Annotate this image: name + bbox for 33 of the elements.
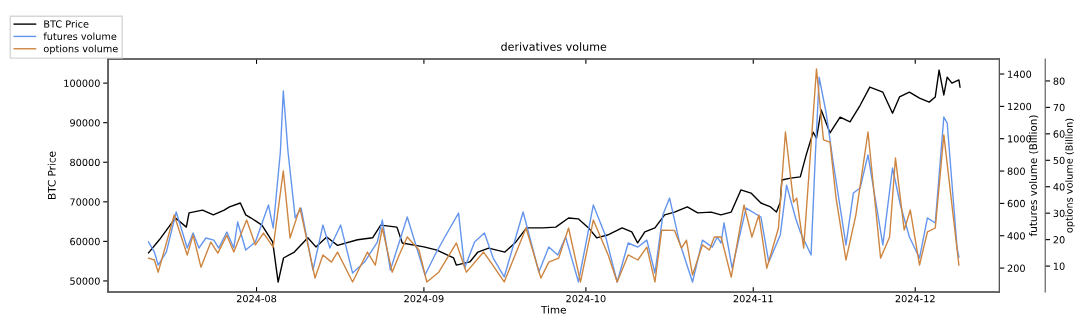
y2-tick-label: 400 bbox=[1007, 232, 1025, 240]
legend-label: options volume bbox=[43, 44, 118, 55]
y2-tick-label: 800 bbox=[1007, 167, 1025, 175]
y-tick-label: 100000 bbox=[64, 79, 100, 87]
y-tick-label: 70000 bbox=[70, 198, 100, 206]
y3-tick-label: 10 bbox=[1053, 262, 1065, 270]
y2-tick-label: 600 bbox=[1007, 199, 1025, 208]
x-tick-label: 2024-10 bbox=[566, 294, 606, 303]
x-tick-label: 2024-11 bbox=[733, 294, 773, 303]
x-tick-label: 2024-12 bbox=[895, 294, 935, 303]
y3-tick-label: 40 bbox=[1053, 183, 1065, 191]
x-axis-title: Time bbox=[540, 305, 566, 314]
y3-tick-label: 70 bbox=[1053, 103, 1065, 112]
y3-axis-title: options volume (Billion) bbox=[1065, 118, 1075, 233]
y3-tick-label: 30 bbox=[1053, 209, 1065, 218]
x-tick-label: 2024-08 bbox=[236, 294, 277, 303]
y-axis-title: BTC Price bbox=[47, 151, 56, 199]
y-tick-label: 90000 bbox=[70, 119, 100, 127]
y3-tick-label: 20 bbox=[1053, 236, 1065, 244]
legend-label: futures volume bbox=[43, 32, 117, 40]
y2-tick-label: 1000 bbox=[1008, 135, 1032, 143]
y2-tick-label: 1200 bbox=[1008, 102, 1032, 111]
y-tick-label: 50000 bbox=[70, 277, 100, 285]
chart-title: derivatives volume bbox=[501, 42, 607, 51]
y3-tick-label: 80 bbox=[1053, 77, 1065, 85]
x-tick-label: 2024-09 bbox=[404, 294, 444, 303]
y3-tick-label: 50 bbox=[1053, 156, 1065, 165]
y2-tick-label: 1400 bbox=[1008, 70, 1032, 78]
y3-tick-label: 60 bbox=[1053, 130, 1065, 138]
y-tick-label: 80000 bbox=[70, 158, 100, 167]
legend-label: BTC Price bbox=[44, 20, 89, 28]
y2-tick-label: 200 bbox=[1007, 264, 1025, 272]
y-tick-label: 60000 bbox=[70, 237, 100, 246]
